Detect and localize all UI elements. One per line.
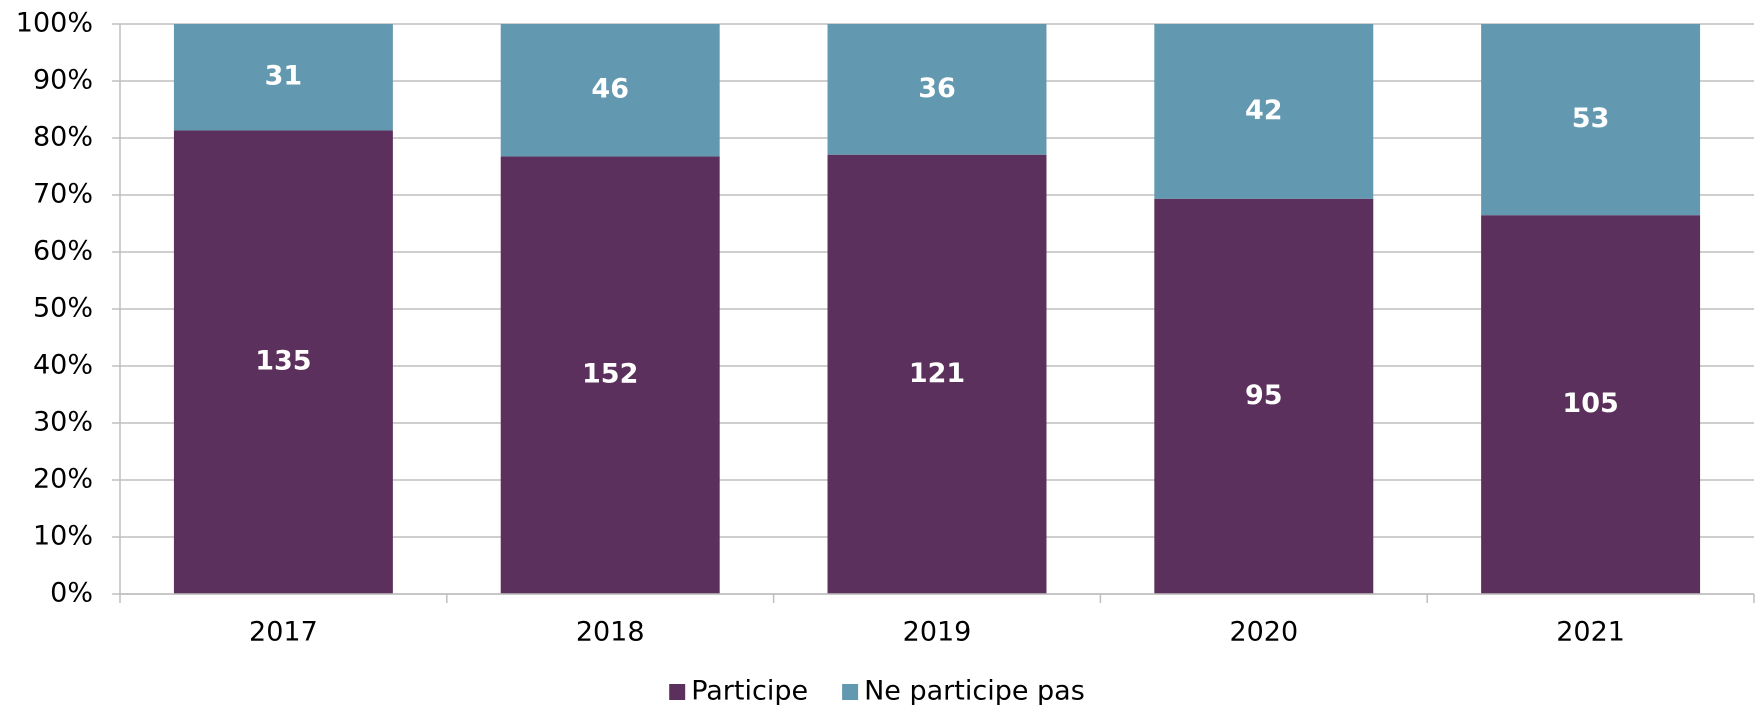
y-tick-label: 30% xyxy=(33,407,93,438)
x-tick-label: 2021 xyxy=(1556,617,1625,648)
bar-segment xyxy=(173,130,393,594)
data-label: 152 xyxy=(582,359,638,390)
bar-segment xyxy=(1154,24,1374,199)
x-tick-label: 2020 xyxy=(1229,617,1298,648)
bar-segment xyxy=(1154,198,1374,595)
bar-segment xyxy=(1481,215,1701,595)
y-tick-label: 0% xyxy=(50,578,93,609)
y-tick-label: 90% xyxy=(33,65,93,96)
data-label: 53 xyxy=(1572,103,1610,134)
legend-label: Ne participe pas xyxy=(864,676,1085,707)
data-label: 135 xyxy=(255,346,311,377)
data-label: 31 xyxy=(265,61,303,92)
bar-segment xyxy=(500,156,720,594)
data-label: 121 xyxy=(909,358,965,389)
y-tick-label: 60% xyxy=(33,236,93,267)
legend-swatch xyxy=(669,684,686,700)
y-tick-label: 100% xyxy=(16,8,93,39)
bar-segment xyxy=(827,24,1047,155)
x-tick-label: 2018 xyxy=(576,617,645,648)
y-tick-label: 50% xyxy=(33,293,93,324)
data-label: 105 xyxy=(1562,388,1618,419)
legend-label: Participe xyxy=(691,676,808,707)
bar-segment xyxy=(1481,24,1701,216)
legend: Participe Ne participe pas xyxy=(669,676,1085,707)
x-tick-label: 2017 xyxy=(249,617,318,648)
y-tick-label: 10% xyxy=(33,521,93,552)
y-tick-label: 40% xyxy=(33,350,93,381)
data-label: 46 xyxy=(591,74,629,105)
data-label: 42 xyxy=(1245,95,1283,126)
data-label: 36 xyxy=(918,73,956,104)
data-label: 95 xyxy=(1245,380,1283,411)
bar-segment xyxy=(173,24,393,131)
y-tick-label: 80% xyxy=(33,122,93,153)
y-tick-label: 20% xyxy=(33,464,93,495)
y-tick-label: 70% xyxy=(33,179,93,210)
legend-swatch xyxy=(842,684,859,700)
bar-segment xyxy=(827,154,1047,595)
bar-segment xyxy=(500,24,720,157)
x-tick-label: 2019 xyxy=(903,617,972,648)
